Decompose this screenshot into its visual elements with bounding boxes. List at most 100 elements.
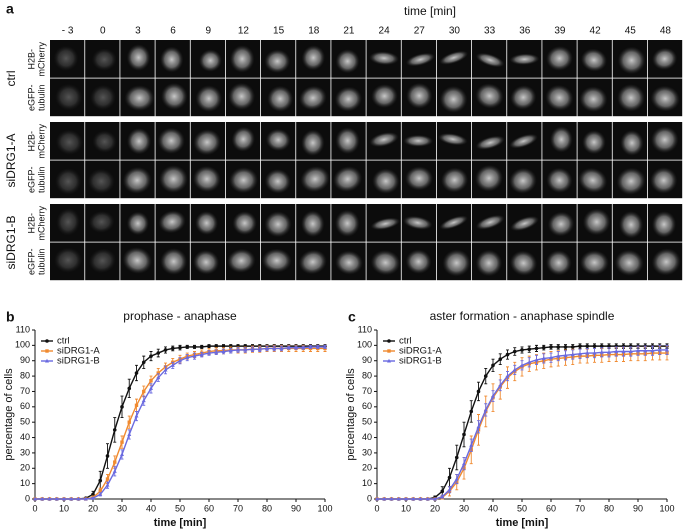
marker bbox=[120, 440, 124, 444]
marker bbox=[127, 386, 132, 391]
marker bbox=[214, 344, 219, 348]
marker bbox=[469, 443, 474, 447]
marker bbox=[483, 407, 488, 412]
marker bbox=[375, 496, 379, 501]
cell bbox=[299, 85, 327, 111]
y-tick-label: 60 bbox=[362, 401, 372, 411]
marker bbox=[98, 478, 103, 483]
marker bbox=[207, 350, 211, 355]
marker bbox=[665, 347, 669, 352]
marker bbox=[91, 496, 95, 500]
cell bbox=[301, 210, 325, 238]
cell bbox=[301, 45, 326, 71]
y-tick-label: 110 bbox=[16, 324, 30, 334]
cell bbox=[439, 215, 468, 230]
marker bbox=[112, 469, 117, 473]
legend-label: ctrl bbox=[399, 336, 412, 347]
marker bbox=[315, 344, 320, 349]
marker bbox=[387, 358, 391, 363]
cell bbox=[160, 46, 184, 73]
marker bbox=[308, 344, 313, 349]
series bbox=[375, 344, 669, 501]
x-tick-label: 40 bbox=[488, 503, 498, 513]
cell bbox=[160, 82, 188, 110]
y-axis-label: percentage of cells bbox=[345, 368, 357, 461]
time-label: 45 bbox=[625, 26, 637, 37]
line bbox=[35, 345, 325, 500]
x-tick-label: 10 bbox=[401, 503, 411, 513]
marker bbox=[294, 345, 298, 350]
marker bbox=[505, 352, 510, 357]
time-label: 18 bbox=[308, 26, 320, 37]
time-label: 30 bbox=[449, 26, 461, 37]
marker bbox=[156, 351, 161, 355]
cell bbox=[475, 83, 504, 109]
cell bbox=[582, 208, 611, 236]
marker bbox=[387, 349, 391, 353]
marker bbox=[534, 357, 539, 362]
cell bbox=[578, 167, 608, 193]
marker bbox=[549, 345, 553, 349]
channel-label: mCherry bbox=[36, 42, 46, 77]
x-tick-label: 30 bbox=[117, 503, 127, 513]
marker bbox=[534, 346, 539, 351]
cell bbox=[439, 50, 469, 65]
marker bbox=[228, 348, 233, 353]
marker bbox=[440, 494, 445, 499]
cell bbox=[160, 248, 188, 275]
y-tick-label: 40 bbox=[20, 432, 30, 442]
cell bbox=[126, 211, 150, 236]
marker bbox=[185, 345, 190, 349]
marker bbox=[40, 496, 45, 501]
cell bbox=[369, 132, 399, 148]
marker bbox=[585, 350, 590, 355]
cell bbox=[198, 49, 222, 72]
marker bbox=[33, 496, 37, 501]
cell bbox=[267, 85, 294, 112]
marker bbox=[286, 345, 291, 350]
marker bbox=[163, 348, 168, 352]
cell bbox=[195, 211, 219, 235]
cell bbox=[614, 249, 644, 276]
time-label: 3 bbox=[135, 26, 141, 37]
cell bbox=[334, 209, 360, 237]
cell bbox=[650, 126, 679, 154]
marker bbox=[272, 346, 277, 350]
row-label: siDRG1-A bbox=[4, 133, 18, 187]
marker bbox=[462, 432, 466, 437]
cell bbox=[193, 129, 221, 156]
channel-label: H2B- bbox=[26, 213, 36, 234]
y-tick-label: 20 bbox=[362, 463, 372, 473]
marker bbox=[491, 393, 495, 398]
marker bbox=[628, 349, 633, 354]
cell bbox=[88, 210, 115, 233]
cell bbox=[126, 127, 152, 155]
cell bbox=[335, 49, 360, 74]
marker bbox=[62, 496, 66, 501]
time-label: 33 bbox=[484, 26, 496, 37]
x-tick-label: 60 bbox=[546, 503, 556, 513]
marker bbox=[505, 373, 510, 378]
marker bbox=[585, 344, 590, 348]
time-label: 27 bbox=[414, 26, 426, 37]
marker bbox=[112, 428, 117, 432]
x-tick-label: 90 bbox=[291, 503, 301, 513]
time-label: 9 bbox=[205, 26, 211, 37]
x-axis-label: time [min] bbox=[496, 517, 549, 529]
y-tick-label: 30 bbox=[20, 447, 30, 457]
marker bbox=[170, 346, 175, 351]
y-tick-label: 50 bbox=[20, 417, 30, 427]
chart-title: aster formation - anaphase spindle bbox=[430, 309, 615, 323]
cell bbox=[157, 127, 185, 154]
marker bbox=[440, 489, 445, 494]
cell bbox=[370, 249, 401, 276]
time-label: 48 bbox=[660, 26, 672, 37]
x-tick-label: 0 bbox=[374, 503, 379, 513]
cell bbox=[264, 49, 291, 74]
cell bbox=[549, 126, 573, 153]
cell bbox=[475, 249, 503, 277]
marker bbox=[512, 367, 517, 372]
time-label: 0 bbox=[100, 26, 106, 37]
cell bbox=[439, 85, 468, 113]
